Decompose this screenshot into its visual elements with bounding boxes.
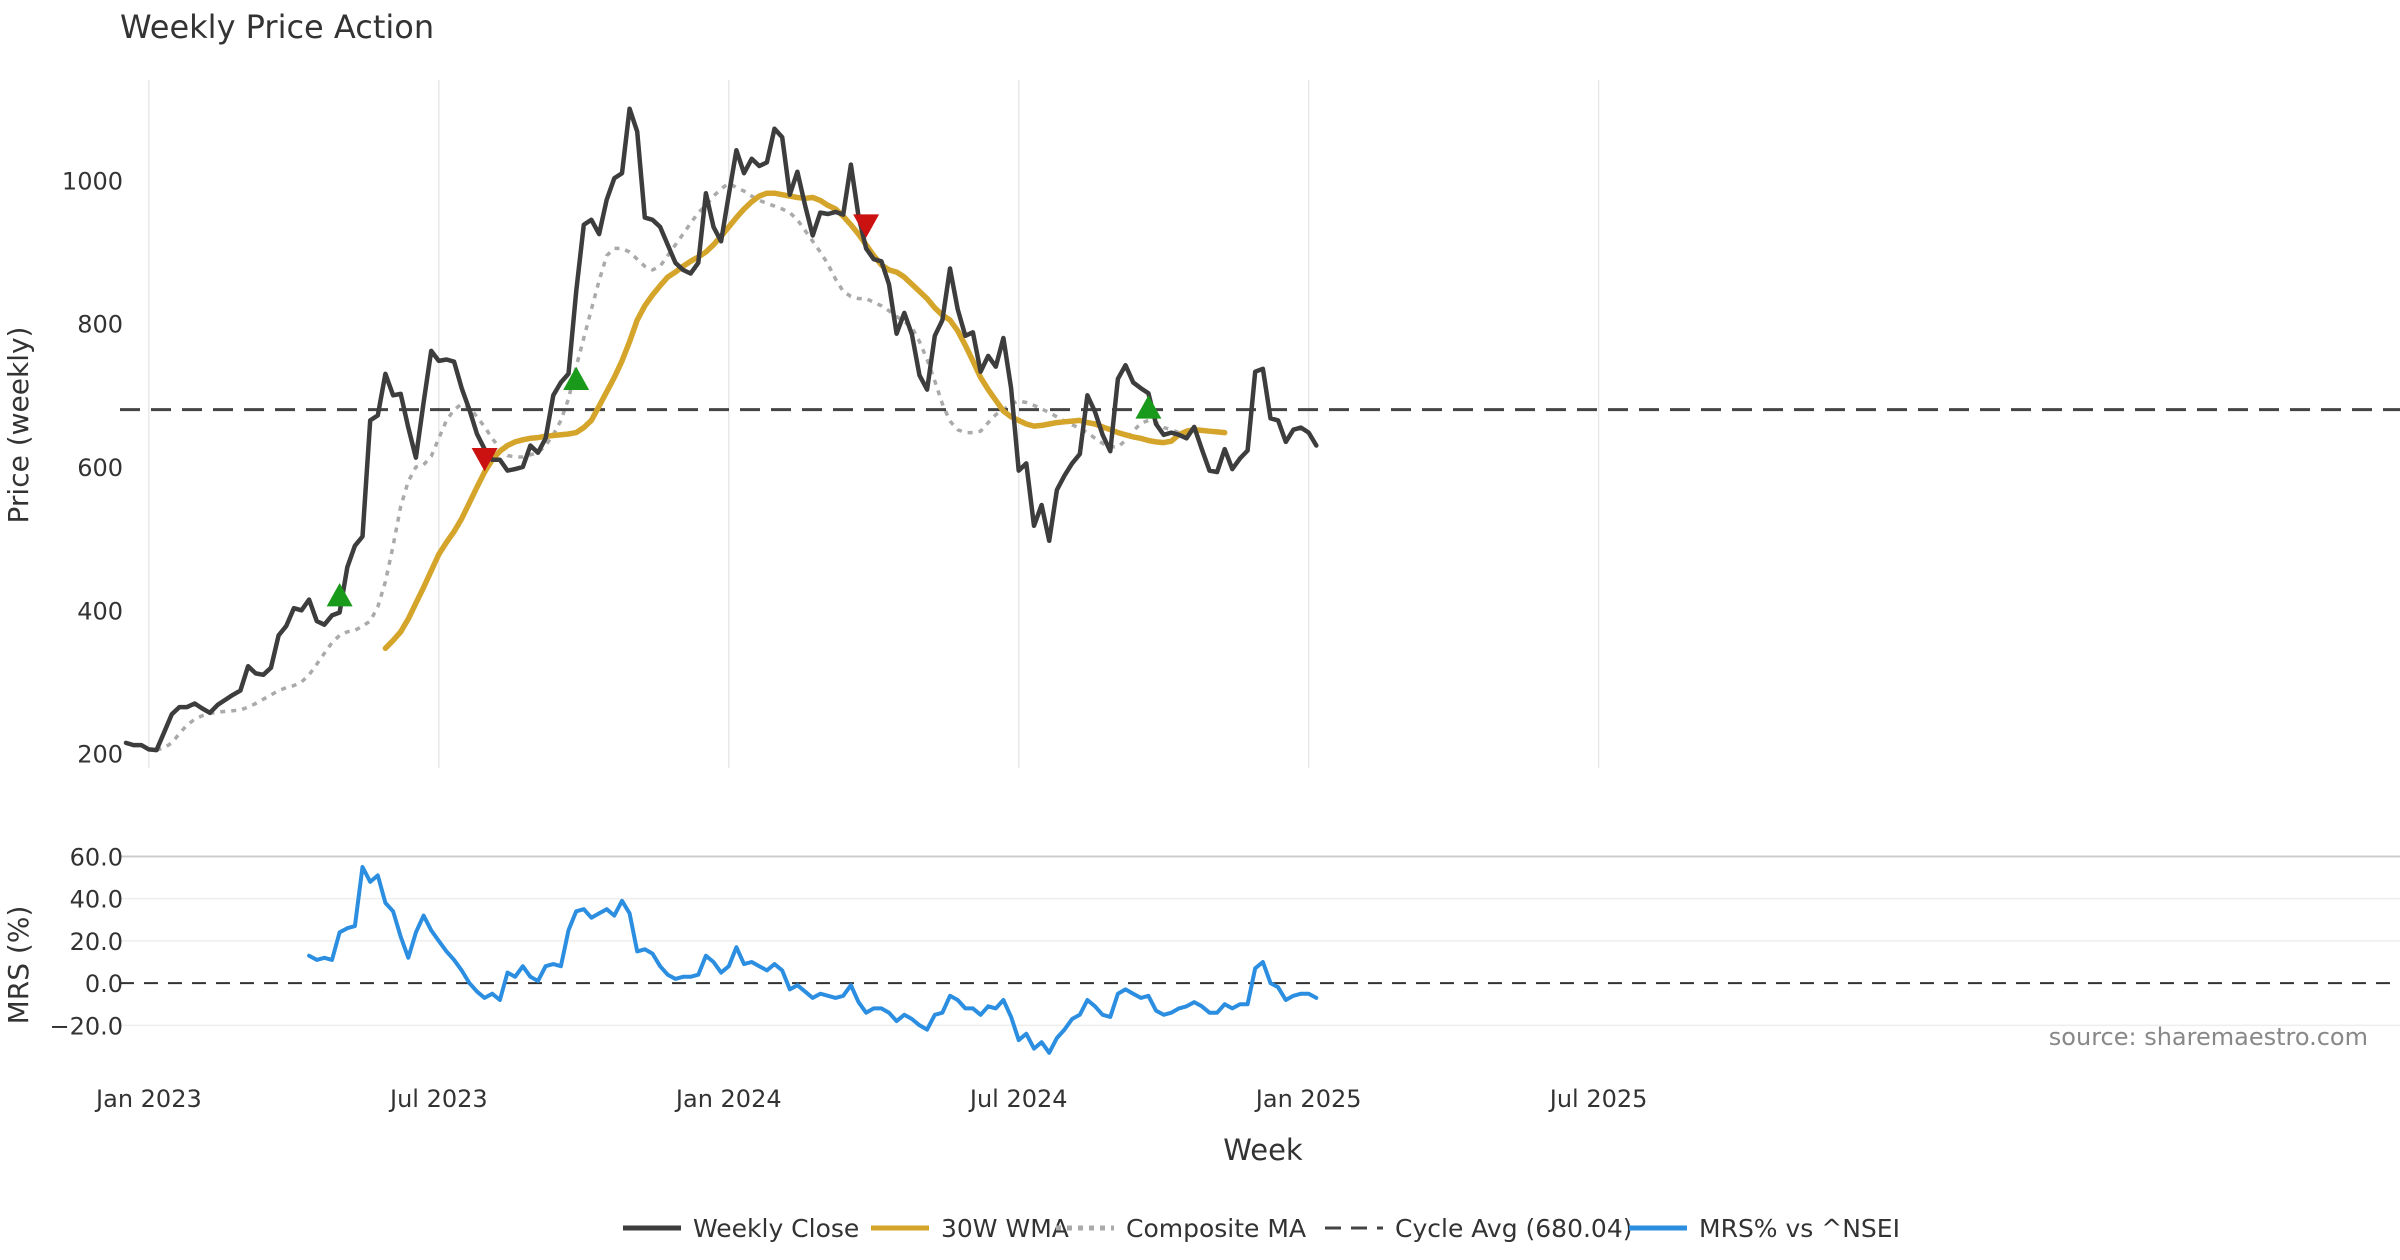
x-tick-label: Jan 2023 [94, 1085, 202, 1113]
source-label: source: sharemaestro.com [2049, 1023, 2368, 1051]
price-y-tick-label: 600 [77, 454, 123, 482]
legend: Weekly Close 30W WMA Composite MA Cycle Avg… [623, 1214, 1900, 1243]
mrs-y-ticks: 60.0 40.0 20.0 0.0 −20.0 [49, 843, 123, 1040]
legend-label: Weekly Close [693, 1214, 859, 1243]
mrs-y-tick-label: 0.0 [85, 970, 123, 998]
buy-signal-marker [326, 583, 353, 607]
price-plot [120, 106, 2400, 753]
legend-label: Cycle Avg (680.04) [1395, 1214, 1633, 1243]
x-tick-label: Jan 2024 [674, 1085, 782, 1113]
mrs-y-tick-label: 40.0 [70, 886, 123, 914]
x-axis-label: Week [1223, 1133, 1303, 1167]
price-y-tick-label: 200 [77, 741, 123, 769]
price-y-axis-label: Price (weekly) [2, 327, 35, 524]
mrs-y-tick-label: −20.0 [49, 1012, 123, 1040]
chart-title: Weekly Price Action [120, 8, 434, 46]
price-grid [148, 80, 1600, 768]
legend-label: MRS% vs ^NSEI [1699, 1214, 1900, 1243]
mrs-plot [307, 865, 1319, 1055]
buy-signal-marker [1135, 395, 1162, 419]
composite-ma-line [156, 181, 1188, 752]
price-y-ticks: 200 400 600 800 1000 [62, 167, 123, 768]
x-tick-label: Jan 2025 [1254, 1085, 1362, 1113]
x-tick-label: Jul 2023 [388, 1085, 488, 1113]
mrs-grid [120, 855, 2400, 1027]
legend-label: 30W WMA [941, 1214, 1069, 1243]
weekly-close-line [123, 106, 1319, 753]
x-ticks: Jan 2023 Jul 2023 Jan 2024 Jul 2024 Jan 2025… [94, 1085, 1647, 1113]
buy-signal-marker [563, 366, 590, 390]
mrs-y-tick-label: 60.0 [70, 843, 123, 871]
price-y-tick-label: 800 [77, 311, 123, 339]
price-y-tick-label: 400 [77, 597, 123, 625]
x-tick-label: Jul 2024 [968, 1085, 1068, 1113]
mrs-y-axis-label: MRS (%) [2, 906, 35, 1025]
price-y-tick-label: 1000 [62, 167, 123, 195]
mrs-line [307, 865, 1319, 1055]
sell-signal-marker [471, 448, 498, 472]
legend-label: Composite MA [1126, 1214, 1306, 1243]
x-tick-label: Jul 2025 [1548, 1085, 1648, 1113]
mrs-y-tick-label: 20.0 [70, 928, 123, 956]
sell-signal-marker [853, 214, 880, 238]
